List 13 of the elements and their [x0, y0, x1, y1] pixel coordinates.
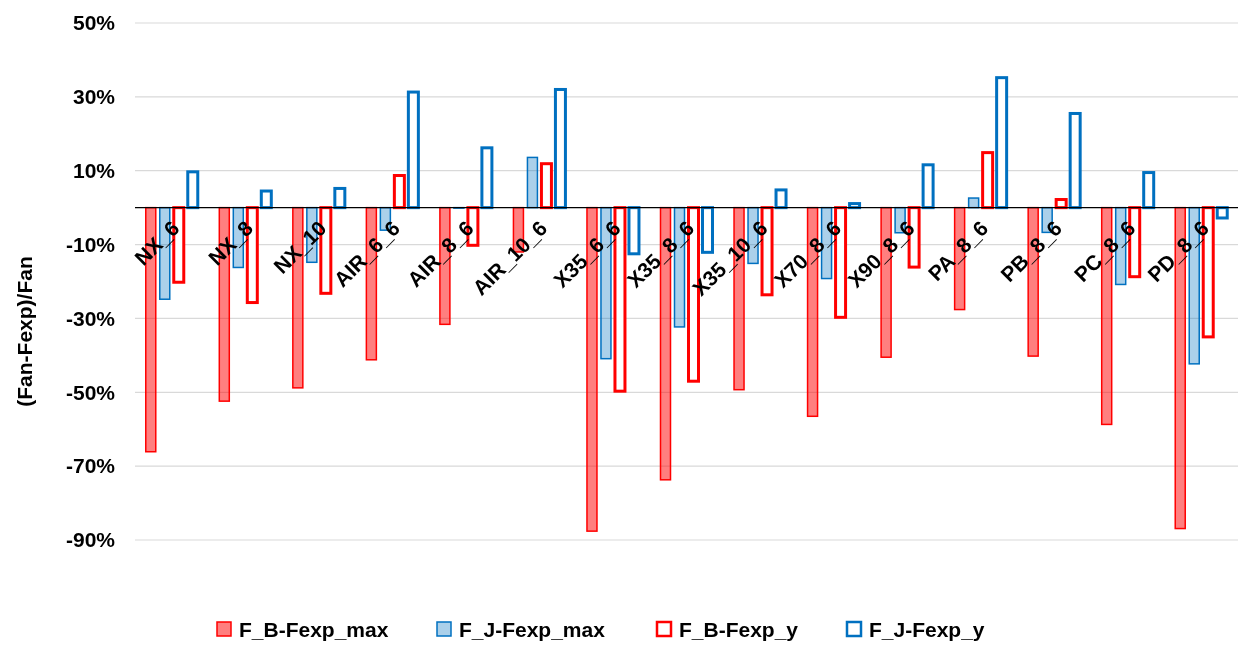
legend-label: F_B-Fexp_max: [239, 618, 389, 641]
y-tick-label: -30%: [65, 306, 116, 330]
y-tick-label: -10%: [65, 232, 116, 256]
y-axis-title: (Fan-Fexp)/Fan: [13, 256, 36, 407]
y-tick-label: -70%: [65, 454, 116, 478]
legend-label: F_J-Fexp_y: [869, 618, 985, 641]
y-tick-label: -90%: [65, 528, 116, 552]
legend-label: F_J-Fexp_max: [459, 618, 606, 641]
y-tick-label: 50%: [72, 11, 116, 35]
y-tick-label: -50%: [65, 380, 116, 404]
y-tick-label: 30%: [72, 85, 116, 109]
legend-label: F_B-Fexp_y: [679, 618, 799, 641]
y-tick-label: 10%: [72, 159, 116, 183]
